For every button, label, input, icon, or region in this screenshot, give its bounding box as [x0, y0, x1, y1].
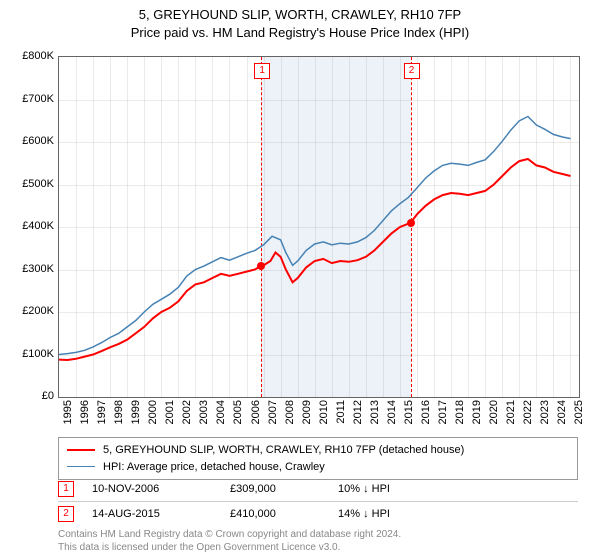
x-tick-label: 2014: [386, 400, 398, 424]
y-tick-label: £700K: [0, 93, 54, 105]
footnote-line-1: Contains HM Land Registry data © Crown c…: [58, 528, 578, 541]
legend-row: 5, GREYHOUND SLIP, WORTH, CRAWLEY, RH10 …: [67, 442, 569, 459]
legend-label: HPI: Average price, detached house, Craw…: [103, 459, 325, 476]
legend-swatch: [67, 449, 95, 451]
x-tick-label: 2018: [454, 400, 466, 424]
x-tick-label: 2008: [284, 400, 296, 424]
y-tick-label: £0: [0, 390, 54, 402]
plot-area: 12: [58, 56, 580, 398]
title-line-1: 5, GREYHOUND SLIP, WORTH, CRAWLEY, RH10 …: [0, 6, 600, 24]
event-row: 1 10-NOV-2006 £309,000 10% ↓ HPI: [58, 477, 578, 502]
x-tick-label: 2015: [403, 400, 415, 424]
sale-point: [257, 262, 265, 270]
events-table: 1 10-NOV-2006 £309,000 10% ↓ HPI 2 14-AUG-201…: [58, 477, 578, 526]
legend-swatch: [67, 466, 95, 467]
legend: 5, GREYHOUND SLIP, WORTH, CRAWLEY, RH10 …: [58, 437, 578, 480]
event-row: 2 14-AUG-2015 £410,000 14% ↓ HPI: [58, 502, 578, 526]
x-tick-label: 1998: [113, 400, 125, 424]
event-price: £410,000: [230, 508, 320, 520]
event-marker: 2: [58, 506, 74, 522]
footnote-line-2: This data is licensed under the Open Gov…: [58, 541, 578, 554]
line-layer: [59, 57, 579, 397]
sale-point: [407, 219, 415, 227]
x-tick-label: 2020: [488, 400, 500, 424]
event-price: £309,000: [230, 483, 320, 495]
x-tick-label: 2003: [198, 400, 210, 424]
legend-row: HPI: Average price, detached house, Craw…: [67, 459, 569, 476]
event-diff: 10% ↓ HPI: [338, 483, 578, 495]
chart-container: 5, GREYHOUND SLIP, WORTH, CRAWLEY, RH10 …: [0, 0, 600, 560]
event-diff: 14% ↓ HPI: [338, 508, 578, 520]
x-tick-label: 1999: [130, 400, 142, 424]
series-hpi: [59, 117, 571, 355]
x-tick-label: 2021: [505, 400, 517, 424]
y-tick-label: £100K: [0, 348, 54, 360]
x-tick-label: 2025: [573, 400, 585, 424]
legend-label: 5, GREYHOUND SLIP, WORTH, CRAWLEY, RH10 …: [103, 442, 464, 459]
x-tick-label: 2004: [215, 400, 227, 424]
x-tick-label: 2016: [420, 400, 432, 424]
y-tick-label: £800K: [0, 50, 54, 62]
event-date: 10-NOV-2006: [92, 483, 212, 495]
x-tick-label: 2011: [335, 400, 347, 424]
y-tick-label: £600K: [0, 135, 54, 147]
x-tick-label: 2001: [164, 400, 176, 424]
x-tick-label: 2002: [181, 400, 193, 424]
x-tick-label: 2012: [352, 400, 364, 424]
x-tick-label: 2009: [301, 400, 313, 424]
x-tick-label: 2010: [318, 400, 330, 424]
x-tick-label: 2022: [522, 400, 534, 424]
x-tick-label: 2005: [232, 400, 244, 424]
x-tick-label: 1995: [62, 400, 74, 424]
x-tick-label: 2007: [267, 400, 279, 424]
x-tick-label: 2017: [437, 400, 449, 424]
y-tick-label: £500K: [0, 178, 54, 190]
chart-title: 5, GREYHOUND SLIP, WORTH, CRAWLEY, RH10 …: [0, 0, 600, 41]
x-tick-label: 2023: [539, 400, 551, 424]
y-tick-label: £300K: [0, 263, 54, 275]
x-tick-label: 2024: [556, 400, 568, 424]
x-tick-label: 1996: [79, 400, 91, 424]
footnote: Contains HM Land Registry data © Crown c…: [58, 528, 578, 554]
x-tick-label: 1997: [96, 400, 108, 424]
x-tick-label: 2006: [250, 400, 262, 424]
x-tick-label: 2000: [147, 400, 159, 424]
x-tick-label: 2019: [471, 400, 483, 424]
series-price_paid: [59, 159, 571, 360]
y-tick-label: £200K: [0, 305, 54, 317]
title-line-2: Price paid vs. HM Land Registry's House …: [0, 24, 600, 42]
y-tick-label: £400K: [0, 220, 54, 232]
event-marker: 1: [58, 481, 74, 497]
event-date: 14-AUG-2015: [92, 508, 212, 520]
x-tick-label: 2013: [369, 400, 381, 424]
